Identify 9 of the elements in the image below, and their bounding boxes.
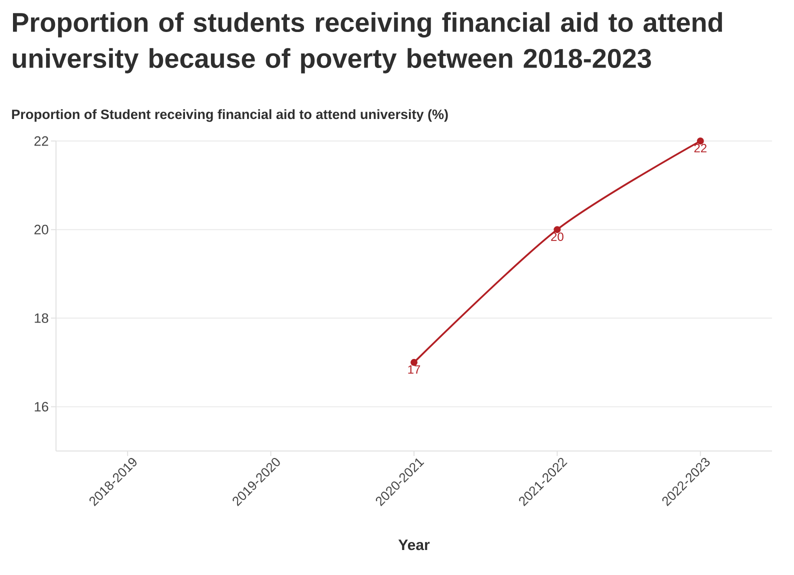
data-label: 17 xyxy=(408,365,420,374)
y-tick-label: 18 xyxy=(34,313,48,323)
x-axis-title: Year xyxy=(398,540,430,550)
y-tick-label: 16 xyxy=(34,402,48,412)
y-tick-label: 22 xyxy=(34,136,48,146)
chart-title: Proportion of students receiving financial aid to attend university because of poverty between 2018-2023 xyxy=(12,12,722,74)
y-axis-title: Proportion of Student receiving financial aid to attend university (%) xyxy=(12,109,448,122)
data-label: 22 xyxy=(694,144,706,152)
y-tick-label: 20 xyxy=(34,224,48,234)
